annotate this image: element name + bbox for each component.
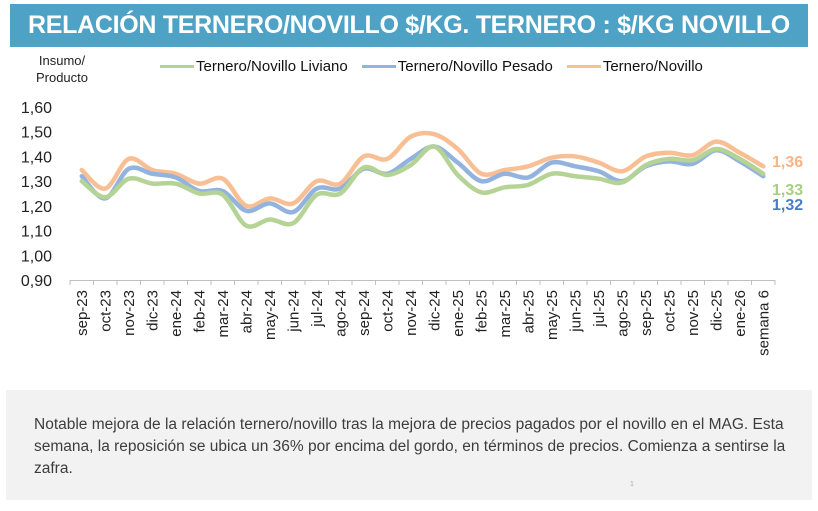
legend-item-pesado: Ternero/Novillo Pesado — [361, 58, 553, 75]
legend-label-total: Ternero/Novillo — [602, 58, 703, 75]
page-mark: 1 — [630, 481, 634, 488]
y-tick-label: 1,40 — [21, 149, 52, 166]
legend-label-liviano: Ternero/Novillo Liviano — [196, 58, 348, 75]
x-tick-label: sep-24 — [356, 290, 373, 336]
end-label-pesado: 1,32 — [772, 197, 803, 214]
x-tick-label: semana 6 — [755, 290, 772, 356]
legend-item-total: Ternero/Novillo — [566, 58, 703, 75]
legend-item-liviano: Ternero/Novillo Liviano — [160, 58, 348, 75]
series-total-line — [79, 130, 766, 209]
x-tick-label: sep-25 — [638, 290, 655, 336]
x-tick-label: ago-24 — [332, 290, 349, 337]
x-tick-label: mar-25 — [497, 290, 514, 338]
y-axis-title-line-2: Producto — [35, 70, 89, 85]
x-tick-label: jun-25 — [567, 290, 584, 333]
legend-label-pesado: Ternero/Novillo Pesado — [397, 58, 553, 75]
x-tick-label: ago-25 — [614, 290, 631, 337]
x-tick-label: ene-24 — [168, 290, 185, 337]
y-tick-label: 1,00 — [21, 248, 52, 265]
y-tick-label: 1,20 — [21, 199, 52, 216]
x-tick-label: nov-25 — [685, 290, 702, 336]
commentary-box: Notable mejora de la relación ternero/no… — [6, 390, 812, 500]
x-tick-label: dic-25 — [708, 290, 725, 331]
x-tick-label: oct-23 — [97, 290, 114, 332]
x-tick-label: jun-24 — [285, 290, 302, 333]
y-tick-label: 0,90 — [21, 273, 52, 290]
y-axis-title: Insumo/ Producto — [22, 52, 102, 86]
x-tick-label: ene-26 — [732, 290, 749, 337]
end-label-total: 1,36 — [772, 154, 803, 171]
x-tick-label: jul-24 — [309, 290, 326, 328]
y-tick-label: 1,60 — [21, 100, 52, 117]
x-tick-label: dic-24 — [426, 290, 443, 331]
x-tick-label: ene-25 — [450, 290, 467, 337]
legend-swatch-total — [566, 65, 601, 68]
x-tick-label: mar-24 — [215, 290, 232, 338]
y-tick-label: 1,50 — [21, 125, 52, 142]
x-tick-label: may-25 — [544, 290, 561, 340]
x-tick-label: feb-25 — [473, 290, 490, 333]
x-tick-label: dic-23 — [144, 290, 161, 331]
x-tick-label: jul-25 — [591, 290, 608, 328]
chart-legend: Ternero/Novillo Liviano Ternero/Novillo … — [160, 58, 717, 75]
end-label-liviano: 1,33 — [772, 182, 803, 199]
x-tick-label: abr-25 — [520, 290, 537, 333]
x-tick-label: may-24 — [262, 290, 279, 340]
x-tick-label: oct-25 — [661, 290, 678, 332]
legend-swatch-pesado — [361, 65, 396, 68]
series-liviano-line — [79, 144, 766, 229]
x-tick-label: nov-23 — [121, 290, 138, 336]
x-tick-label: feb-24 — [191, 290, 208, 333]
y-tick-label: 1,30 — [21, 174, 52, 191]
x-tick-label: oct-24 — [379, 290, 396, 332]
x-tick-label: abr-24 — [238, 290, 255, 333]
y-axis-title-line-1: Insumo/ — [38, 53, 86, 68]
x-tick-label: nov-24 — [403, 290, 420, 336]
commentary-text: Notable mejora de la relación ternero/no… — [34, 416, 786, 477]
chart-title-banner: RELACIÓN TERNERO/NOVILLO $/KG. TERNERO :… — [10, 4, 808, 47]
y-tick-label: 1,10 — [21, 224, 52, 241]
line-chart: 1,60 1,50 1,40 1,30 1,20 1,10 1,00 0,90 sep-23 oc… — [21, 100, 803, 356]
x-tick-label: sep-23 — [74, 290, 91, 336]
legend-swatch-liviano — [160, 65, 194, 68]
